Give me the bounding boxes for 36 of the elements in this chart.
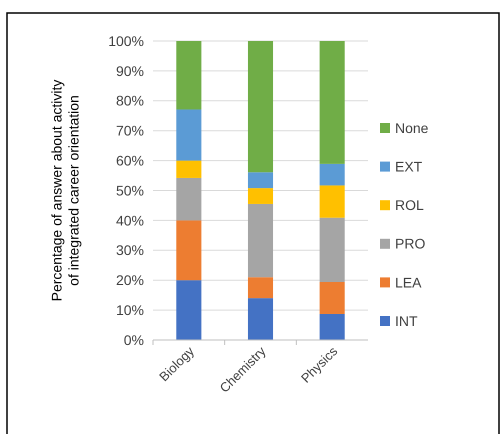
y-tick-label: 50% <box>116 182 144 198</box>
bar <box>320 185 345 218</box>
bar <box>176 109 202 161</box>
bar <box>320 41 345 164</box>
bar <box>320 218 345 282</box>
bar <box>320 164 345 186</box>
legend-label: EXT <box>395 158 423 174</box>
legend-label: LEA <box>395 274 422 290</box>
y-tick-label: 90% <box>116 62 144 79</box>
bar <box>176 178 202 220</box>
bar <box>176 280 202 340</box>
y-tick-label: 80% <box>116 92 144 109</box>
y-tick-label: 40% <box>116 212 144 228</box>
legend-label: INT <box>395 312 418 329</box>
bar <box>176 220 202 280</box>
y-axis-title: Percentage of answer about activity of integrated career orientation <box>48 80 82 302</box>
bar <box>248 41 274 172</box>
bar <box>320 314 345 340</box>
y-tick-label: 100% <box>108 32 144 49</box>
y-tick-label: 30% <box>116 242 144 258</box>
bar <box>248 204 274 278</box>
y-tick-label: 0% <box>124 332 144 348</box>
legend-label: ROL <box>395 197 424 214</box>
legend-label: None <box>395 120 429 136</box>
y-tick-label: 70% <box>116 122 144 139</box>
bar <box>248 172 274 188</box>
bar <box>248 277 274 298</box>
y-tick-label: 10% <box>116 302 144 318</box>
bar <box>176 160 202 178</box>
bar <box>248 298 274 340</box>
bar <box>176 41 202 110</box>
y-tick-label: 60% <box>116 152 144 168</box>
bar <box>248 188 274 204</box>
bar <box>320 282 345 314</box>
legend-label: PRO <box>395 236 426 252</box>
y-tick-label: 20% <box>116 272 144 288</box>
